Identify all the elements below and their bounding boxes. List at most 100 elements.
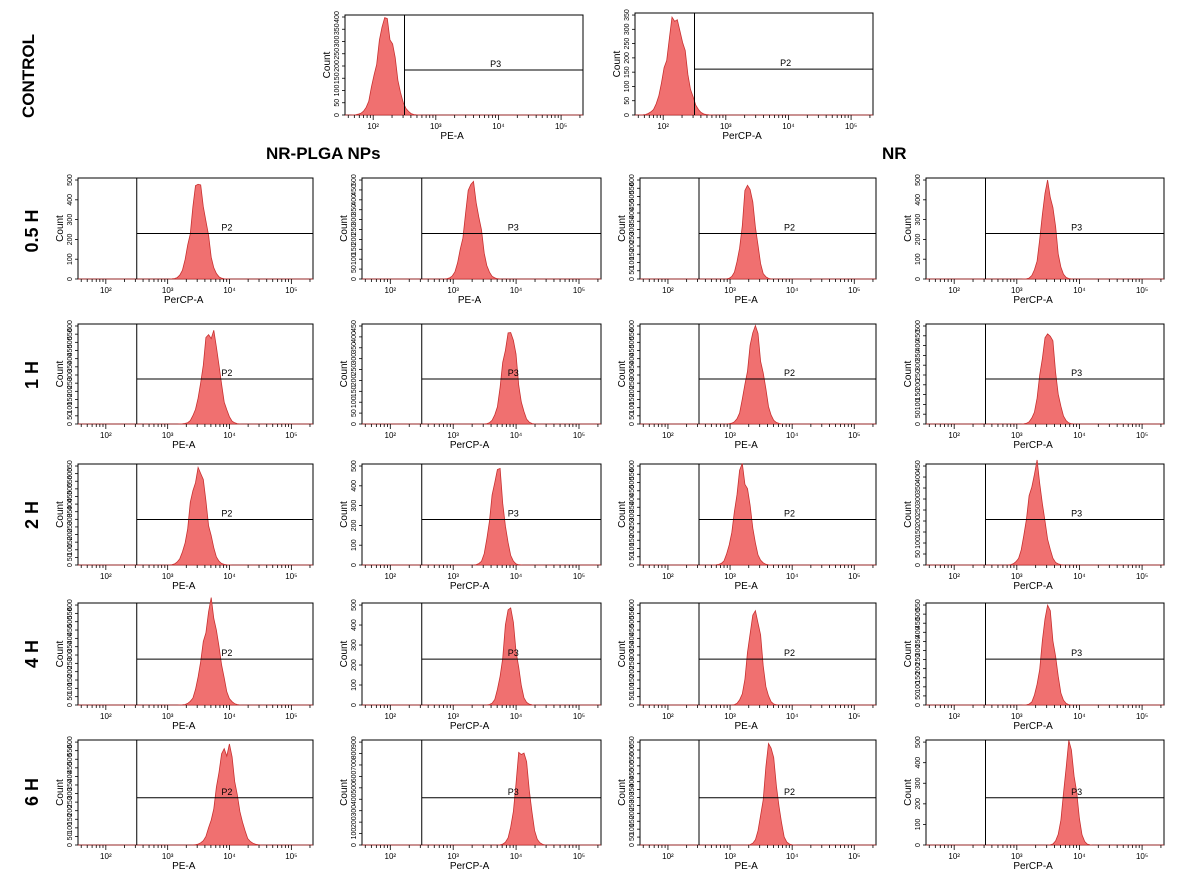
y-tick-label: 150 [915,526,922,538]
y-tick-label: 500 [67,483,74,495]
gate-label: P2 [784,368,795,378]
y-axis-label: Count [903,779,914,806]
y-tick-label: 300 [915,359,922,371]
y-tick-label: 100 [67,544,74,556]
y-tick-label: 500 [67,753,74,765]
x-axis-label: PerCP-A [450,861,490,872]
y-axis-label: Count [903,215,914,242]
histogram-distribution [362,751,601,846]
y-tick-label: 450 [351,184,358,196]
histogram-distribution [926,179,1164,280]
y-tick-label: 150 [67,394,74,406]
y-axis-label: Count [339,360,350,387]
y-tick-label: 200 [351,375,358,387]
x-tick-label: 10⁵ [285,431,297,440]
y-tick-label: 150 [624,66,631,78]
x-tick-label: 10³ [162,286,174,295]
y-tick-label: 200 [67,385,74,397]
y-tick-label: 50 [629,553,636,561]
x-tick-label: 10³ [162,712,174,721]
y-tick-label: 50 [629,833,636,841]
y-tick-label: 200 [915,515,922,527]
y-tick-label: 300 [624,23,631,35]
y-tick-label: 200 [67,805,74,817]
y-tick-label: 400 [67,632,74,644]
y-tick-label: 550 [629,182,636,194]
y-tick-label: 0 [351,703,358,707]
y-tick-label: 500 [629,616,636,628]
y-tick-label: 350 [915,349,922,361]
y-tick-label: 250 [629,799,636,811]
x-axis-label: PE-A [735,721,759,732]
x-tick-label: 10³ [724,431,736,440]
histogram-distribution [78,465,313,566]
y-tick-label: 0 [915,563,922,567]
histogram-distribution [640,324,876,425]
x-tick-label: 10³ [720,122,732,131]
x-tick-label: 10² [385,852,397,861]
y-tick-label: 300 [351,500,358,512]
y-tick-label: 250 [67,377,74,389]
y-tick-label: 450 [629,485,636,497]
y-tick-label: 50 [915,692,922,700]
y-tick-label: 150 [629,674,636,686]
y-tick-label: 0 [351,277,358,281]
y-tick-label: 600 [629,174,636,186]
x-tick-label: 10³ [1011,431,1023,440]
plot-frame [639,463,877,566]
histogram-distribution [78,183,313,280]
y-tick-label: 350 [915,482,922,494]
x-axis-label: PE-A [172,721,196,732]
y-tick-label: 50 [67,832,74,840]
y-tick-label: 600 [351,770,358,782]
y-tick-label: 300 [67,513,74,525]
y-tick-label: 300 [67,788,74,800]
x-tick-label: 10² [100,852,112,861]
y-tick-label: 350 [915,635,922,647]
y-tick-label: 100 [351,539,358,551]
x-tick-label: 10⁵ [573,431,585,440]
y-tick-label: 500 [351,460,358,472]
y-tick-label: 300 [67,369,74,381]
x-tick-label: 10² [662,286,674,295]
gate-label: P2 [784,787,795,797]
x-axis-label: PerCP-A [1013,581,1053,592]
x-tick-label: 10² [385,431,397,440]
y-tick-label: 250 [624,38,631,50]
y-tick-label: 150 [629,394,636,406]
y-tick-label: 400 [67,353,74,365]
y-tick-label: 300 [67,214,74,226]
x-axis-label: PerCP-A [722,131,762,142]
y-tick-label: 200 [915,379,922,391]
y-tick-label: 550 [67,745,74,757]
y-tick-label: 200 [67,529,74,541]
y-tick-label: 450 [67,345,74,357]
x-tick-label: 10⁵ [1136,712,1148,721]
y-tick-label: 0 [67,563,74,567]
y-tick-label: 0 [915,703,922,707]
y-tick-label: 200 [67,666,74,678]
y-tick-label: 350 [67,641,74,653]
y-axis-label: Count [55,215,66,242]
gate-label: P3 [1071,648,1082,658]
histogram-distribution [362,607,601,706]
gate-label: P2 [780,58,791,68]
y-tick-label: 450 [351,320,358,332]
y-tick-label: 200 [351,816,358,828]
y-axis-label: Count [339,779,350,806]
y-tick-label: 150 [629,815,636,827]
y-tick-label: 100 [629,823,636,835]
y-axis-label: Count [339,215,350,242]
y-tick-label: 200 [624,52,631,64]
gate-label: P3 [490,59,501,69]
y-tick-label: 400 [351,793,358,805]
y-tick-label: 500 [915,736,922,748]
y-tick-label: 600 [629,460,636,472]
x-tick-label: 10² [948,286,960,295]
x-tick-label: 10² [662,852,674,861]
y-tick-label: 300 [629,224,636,236]
gate-label: P3 [508,223,519,233]
